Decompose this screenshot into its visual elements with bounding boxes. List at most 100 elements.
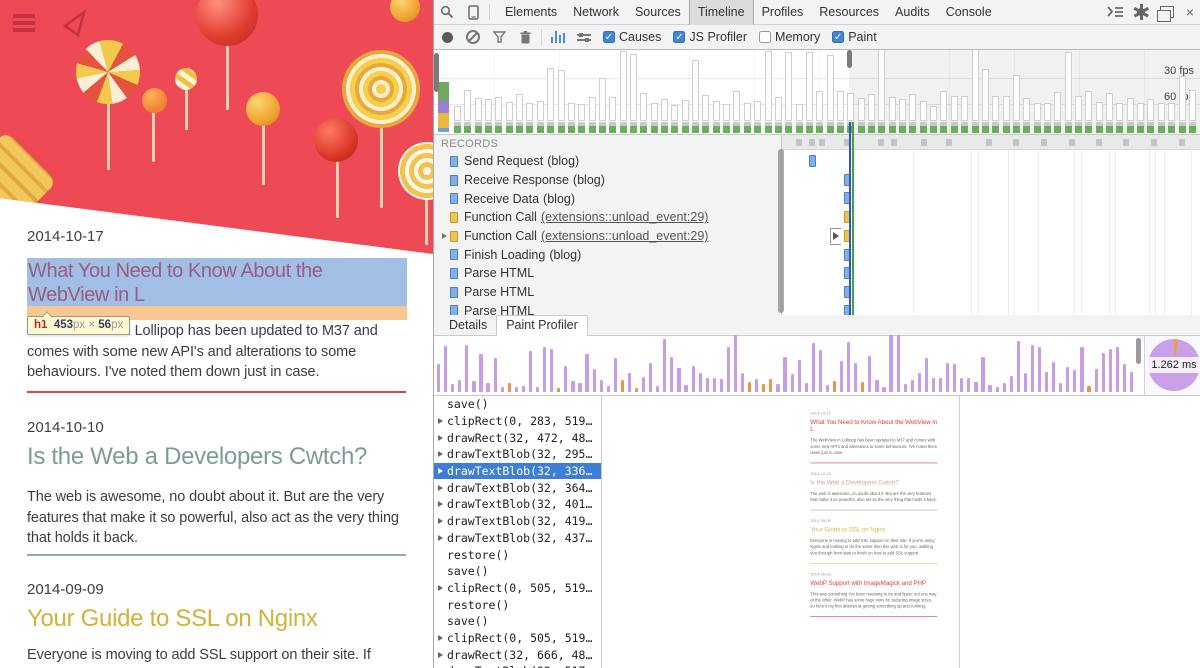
tab-network[interactable]: Network (573, 5, 619, 19)
checkbox-paint[interactable]: ✓ Paint (832, 30, 877, 44)
paint-duration-bar (981, 357, 985, 392)
disclosure-triangle-icon[interactable] (438, 534, 443, 541)
frames-view-button[interactable] (545, 26, 571, 48)
record-kind-icon (450, 193, 458, 205)
record-label: Receive Response (464, 173, 569, 188)
log-row[interactable]: save() (434, 396, 601, 413)
record-graph-row (782, 171, 1200, 190)
paint-duration-bar (613, 358, 617, 392)
disclosure-triangle-icon[interactable] (438, 434, 443, 441)
record-row[interactable]: Function Call (extensions::unload_event:2… (434, 227, 782, 246)
disclosure-triangle-icon[interactable] (438, 584, 443, 591)
record-row[interactable]: Send Request (blog) (434, 152, 782, 171)
frame-strip-bar (909, 122, 917, 133)
log-row[interactable]: drawTextBlob(32, 401… (434, 496, 601, 513)
record-row[interactable]: Receive Data (blog) (434, 189, 782, 208)
log-row[interactable]: save() (434, 613, 601, 630)
tab-console[interactable]: Console (945, 5, 992, 19)
ruler-marker (891, 139, 897, 146)
record-detail-link[interactable]: (extensions::unload_event:29) (540, 229, 709, 244)
tab-audits[interactable]: Audits (895, 5, 930, 19)
records-scrollbar[interactable] (778, 149, 784, 313)
expand-children-icon[interactable] (830, 227, 841, 245)
detail-tab-paint-profiler[interactable]: Paint Profiler (496, 315, 588, 336)
records-graph-pane[interactable] (782, 135, 1200, 315)
tab-profiles[interactable]: Profiles (761, 5, 804, 19)
log-row[interactable]: drawRect(32, 472, 48… (434, 429, 601, 446)
inspect-search-button[interactable] (434, 1, 460, 23)
disclosure-triangle-icon[interactable] (438, 651, 443, 658)
disclosure-triangle-icon[interactable] (442, 233, 447, 240)
checkbox-causes-box[interactable]: ✓ (603, 31, 615, 43)
disclosure-triangle-icon[interactable] (438, 451, 443, 458)
overview-left-handle[interactable] (434, 53, 439, 92)
log-row[interactable]: clipRect(0, 283, 519… (434, 413, 601, 430)
frame-bar (640, 92, 648, 121)
checkbox-memory[interactable]: Memory (759, 30, 820, 44)
record-detail-link[interactable]: (extensions::unload_event:29) (540, 210, 709, 225)
log-row[interactable]: save() (434, 563, 601, 580)
log-row[interactable]: restore() (434, 596, 601, 613)
hamburger-bar (13, 21, 35, 25)
dock-side-button[interactable] (1154, 1, 1180, 23)
paint-preview-pane[interactable]: 2014-10-17 What You Need to Know About th… (801, 396, 960, 668)
log-row[interactable]: drawTextBlob(32, 517… (434, 663, 601, 668)
checkbox-js-profiler[interactable]: ✓ JS Profiler (673, 30, 747, 44)
grid-line (1191, 150, 1192, 315)
garbage-collect-button[interactable] (512, 26, 538, 48)
paint-profiler-chart[interactable]: 1.262 ms (434, 334, 1200, 396)
device-icon (467, 4, 479, 20)
timeline-overview[interactable]: 30 fps 60 fps (434, 50, 1200, 135)
checkbox-memory-box[interactable] (759, 31, 772, 43)
paint-chart-scrollbar[interactable] (1136, 338, 1141, 364)
disclosure-triangle-icon[interactable] (438, 484, 443, 491)
console-drawer-button[interactable] (1102, 1, 1128, 23)
sliders-icon (577, 32, 591, 42)
post-title-link[interactable]: What You Need to Know About the WebView … (28, 260, 323, 306)
devtools-tabs: Elements Network Sources Timeline Profiles Re… (497, 0, 1000, 25)
record-kind-icon (450, 286, 458, 298)
overview-right-handle[interactable] (847, 50, 852, 68)
paint-duration-bar (1045, 372, 1049, 392)
record-row[interactable]: Finish Loading (blog) (434, 245, 782, 264)
checkbox-causes[interactable]: ✓ Causes (603, 30, 661, 44)
disclosure-triangle-icon[interactable] (438, 501, 443, 508)
filter-button[interactable] (486, 26, 512, 48)
flame-view-button[interactable] (571, 26, 597, 48)
settings-button[interactable] (1128, 1, 1154, 23)
log-row[interactable]: drawTextBlob(32, 437… (434, 530, 601, 547)
post-title-link[interactable]: Is the Web a Developers Cwtch? (27, 443, 368, 470)
close-devtools-button[interactable]: × (1180, 1, 1200, 23)
log-row[interactable]: drawTextBlob(32, 364… (434, 479, 601, 496)
clear-button[interactable] (460, 26, 486, 48)
record-row[interactable]: Parse HTML (434, 283, 782, 302)
tab-resources[interactable]: Resources (819, 5, 880, 19)
tab-elements[interactable]: Elements (505, 5, 558, 19)
disclosure-triangle-icon[interactable] (438, 468, 443, 475)
log-row[interactable]: clipRect(0, 505, 519… (434, 630, 601, 647)
log-row[interactable]: drawTextBlob(32, 295… (434, 446, 601, 463)
checkbox-js-profiler-box[interactable]: ✓ (673, 31, 686, 43)
disclosure-triangle-icon[interactable] (438, 518, 443, 525)
frame-bar (661, 99, 668, 121)
log-row[interactable]: clipRect(0, 505, 519… (434, 580, 601, 597)
device-mode-button[interactable] (460, 1, 486, 23)
disclosure-triangle-icon[interactable] (438, 418, 443, 425)
checkbox-paint-box[interactable]: ✓ (832, 31, 845, 43)
record-row[interactable]: Parse HTML (434, 264, 782, 283)
tab-timeline[interactable]: Timeline (688, 0, 754, 25)
log-row[interactable]: restore() (434, 546, 601, 563)
log-row[interactable]: drawRect(32, 666, 48… (434, 646, 601, 663)
disclosure-triangle-icon[interactable] (438, 634, 443, 641)
log-row[interactable]: drawTextBlob(32, 336… (434, 462, 601, 480)
detail-tab-details[interactable]: Details (449, 318, 488, 332)
log-row[interactable]: drawTextBlob(32, 419… (434, 513, 601, 530)
site-logo-arrow-icon[interactable] (60, 8, 90, 40)
tab-sources[interactable]: Sources (634, 5, 681, 19)
post-title-link[interactable]: Your Guide to SSL on Nginx (27, 605, 318, 632)
record-button[interactable] (434, 26, 460, 48)
record-row[interactable]: Receive Response (blog) (434, 171, 782, 190)
record-row[interactable]: Parse HTML (434, 302, 782, 315)
paint-duration-bar (1009, 375, 1013, 392)
record-row[interactable]: Function Call (extensions::unload_event:2… (434, 208, 782, 227)
